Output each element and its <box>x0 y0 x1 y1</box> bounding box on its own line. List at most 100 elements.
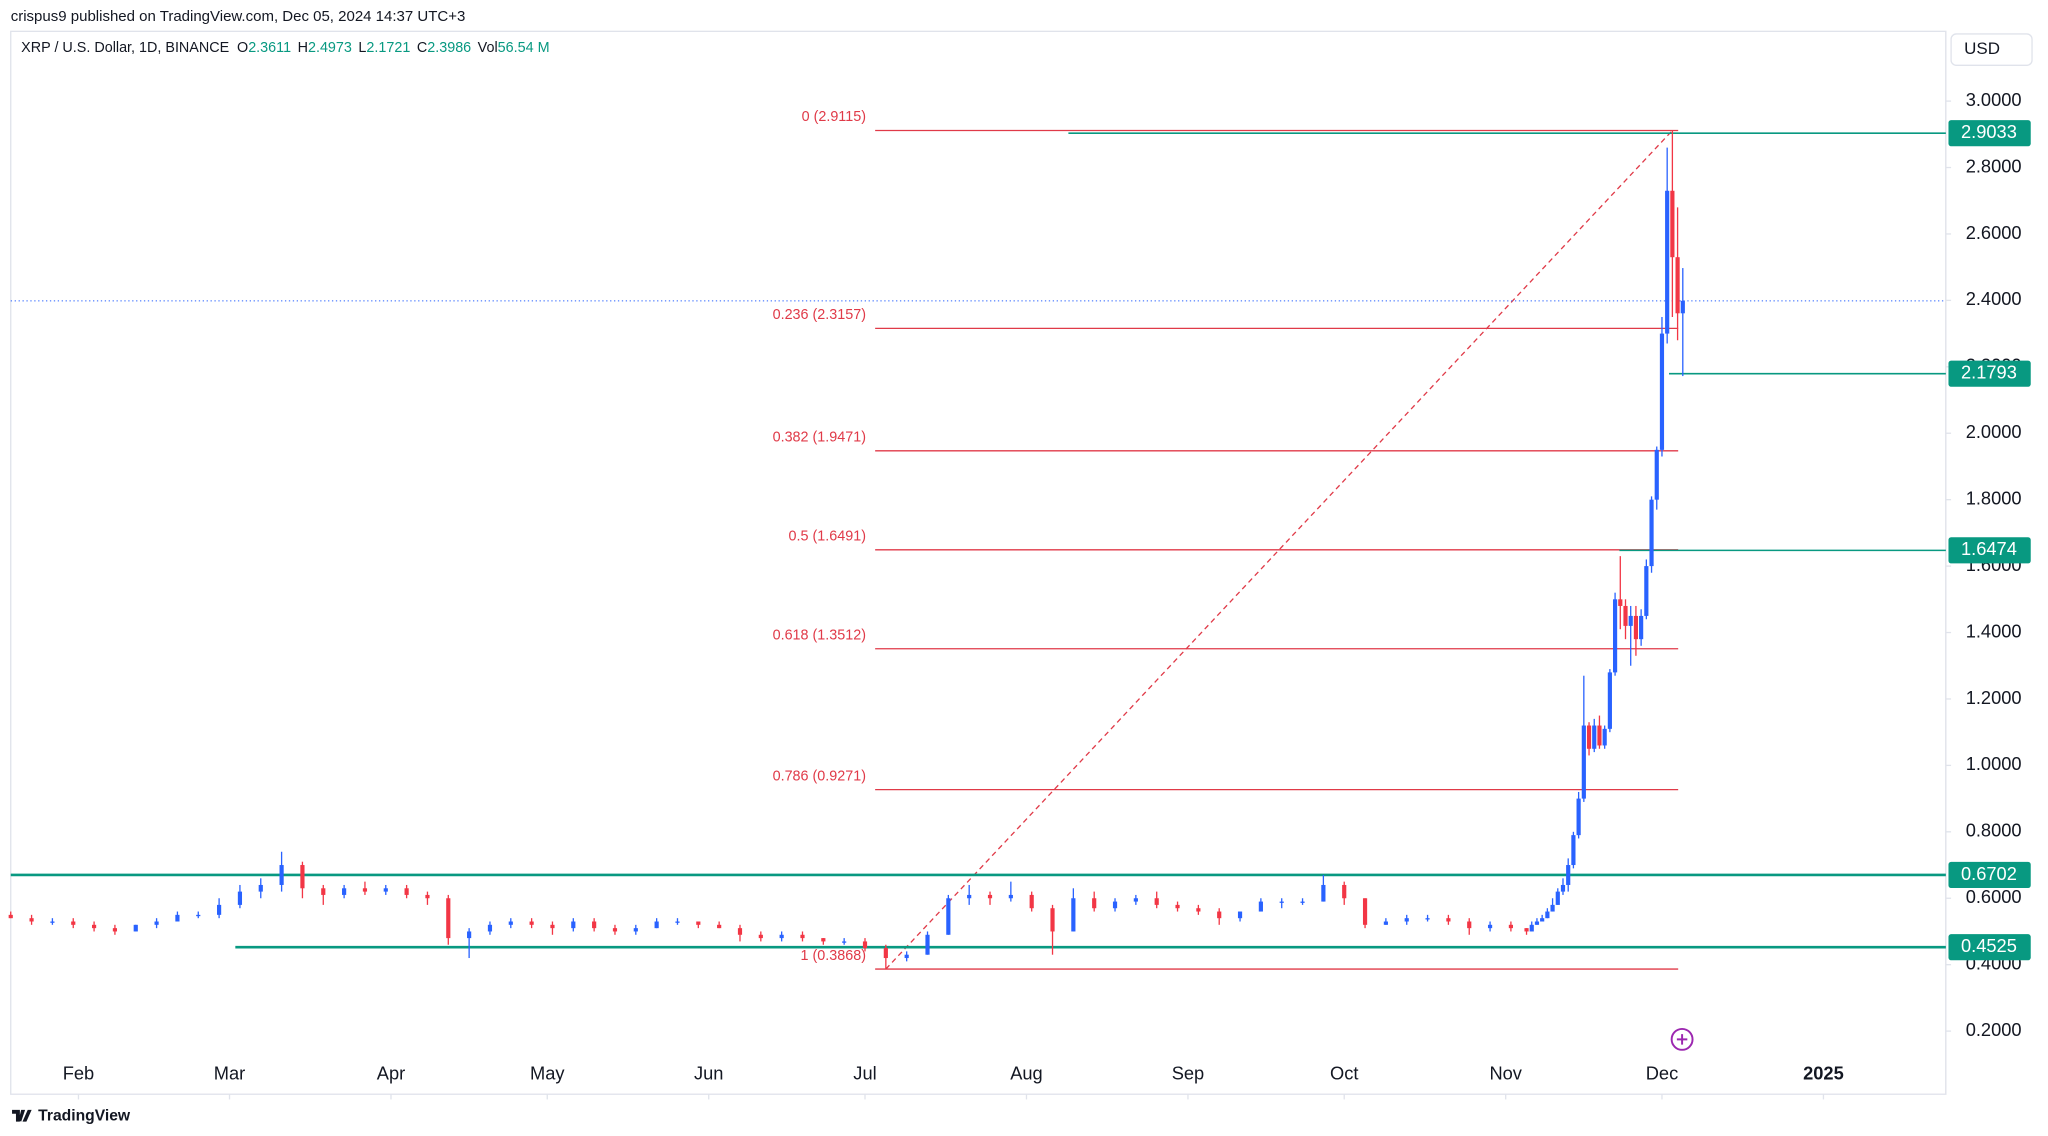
candle-body <box>1404 918 1409 922</box>
fib-level-label: 0.5 (1.6491) <box>789 529 866 545</box>
y-tick-label: 0.6000 <box>1966 886 2022 907</box>
candle-body <box>1540 918 1545 922</box>
price-level-label: 1.6474 <box>1961 538 2017 559</box>
candle-body <box>8 914 13 919</box>
candle-body <box>1670 190 1675 258</box>
currency-button[interactable] <box>1950 33 2033 66</box>
candle-body <box>1654 449 1659 500</box>
legend-value: 2.4973 <box>308 40 352 56</box>
legend-value: 2.3611 <box>248 40 291 56</box>
candle-body <box>1628 615 1633 626</box>
candle-body <box>1425 918 1430 920</box>
symbol-title: XRP / U.S. Dollar, 1D, BINANCE <box>21 40 229 56</box>
x-tick-label: Jun <box>694 1062 723 1083</box>
price-level-badge <box>1948 861 2031 888</box>
candle-body <box>1597 725 1602 746</box>
candle-body <box>1467 921 1472 929</box>
y-tick-label: 1.2000 <box>1966 687 2022 708</box>
candle-body <box>217 904 222 915</box>
candle-body <box>321 888 326 895</box>
candle-body <box>1258 901 1263 912</box>
y-tick-label: 0.8000 <box>1966 820 2022 841</box>
candle-body <box>404 888 409 895</box>
candle-body <box>1665 190 1670 334</box>
candle-body <box>1586 725 1592 749</box>
candle-body <box>654 921 659 929</box>
y-tick-label: 1.8000 <box>1966 487 2022 508</box>
candle-body <box>112 928 118 932</box>
legend-value: 2.1721 <box>366 40 410 56</box>
y-tick-label: 0.2000 <box>1966 1019 2022 1040</box>
candle-body <box>1555 891 1560 905</box>
candle-body <box>862 941 868 949</box>
candle-body <box>91 924 97 929</box>
price-level-label: 0.6702 <box>1961 863 2017 884</box>
x-tick-label: Feb <box>63 1062 94 1083</box>
y-tick-label: 2.8000 <box>1966 155 2022 176</box>
candle-body <box>1649 499 1654 567</box>
fib-level-label: 1 (0.3868) <box>801 948 866 964</box>
candle-body <box>633 928 638 932</box>
price-level-badge <box>1948 360 2031 387</box>
candle-body <box>1680 300 1685 314</box>
candle-body <box>1300 901 1305 903</box>
logo: TradingView <box>12 1108 131 1125</box>
event-icon-plus <box>1676 1034 1688 1045</box>
candle-body <box>967 894 972 899</box>
candle-body <box>529 921 534 925</box>
candle-body <box>842 941 847 943</box>
candle-body <box>1618 599 1623 606</box>
candle-body <box>1560 884 1566 892</box>
candle-body <box>362 888 368 892</box>
candle-body <box>487 924 493 932</box>
x-tick-label: Nov <box>1489 1062 1522 1083</box>
candle-body <box>29 918 34 922</box>
x-tick-label: Sep <box>1172 1062 1205 1083</box>
candle-body <box>1581 725 1586 799</box>
x-tick-label: May <box>530 1062 565 1083</box>
candle-body <box>1607 672 1612 729</box>
x-tick-label: Apr <box>377 1062 405 1083</box>
ohlc-legend: O 2.3611 H 2.4973 L 2.1721 C 2.3986 Vol 56.54 M <box>237 40 550 56</box>
legend-key: O <box>237 40 248 56</box>
candle-body <box>1446 918 1451 922</box>
fib-level-label: 0 (2.9115) <box>802 109 866 125</box>
candle-body <box>1321 884 1326 902</box>
candle-body <box>446 898 451 939</box>
candle-body <box>1383 921 1388 925</box>
logo-text: TradingView <box>38 1108 131 1125</box>
candle-body <box>508 921 513 925</box>
candle-body <box>1008 894 1013 899</box>
y-tick-label: 1.4000 <box>1966 620 2022 641</box>
candle-body <box>1592 725 1597 749</box>
candle-body <box>1112 901 1118 909</box>
candle-body <box>1092 898 1097 909</box>
candle-body <box>133 924 138 932</box>
candle-body <box>946 898 951 935</box>
legend-key: L <box>358 40 366 56</box>
candle-body <box>467 931 472 939</box>
candle-body <box>342 888 347 895</box>
legend-value: 2.3986 <box>427 40 471 56</box>
candle-body <box>1602 728 1607 746</box>
candle-body <box>1633 615 1639 640</box>
candle-body <box>1639 615 1644 640</box>
candle-body <box>550 924 555 929</box>
price-level-badge <box>1948 537 2031 564</box>
candle-body <box>1154 898 1159 905</box>
candle-body <box>154 921 159 925</box>
currency[interactable]: USD <box>1964 39 2000 58</box>
candle-body <box>1659 333 1665 450</box>
candle-body <box>1576 798 1581 836</box>
candle-body <box>258 884 263 892</box>
candle-body <box>279 865 284 885</box>
candle-body <box>1508 924 1513 929</box>
candle-body <box>71 921 76 925</box>
event-icon[interactable] <box>1670 1027 1694 1051</box>
candle-body <box>1071 898 1076 932</box>
candle-body <box>50 921 55 923</box>
candle-body <box>883 948 888 959</box>
candle-body <box>1545 911 1550 919</box>
